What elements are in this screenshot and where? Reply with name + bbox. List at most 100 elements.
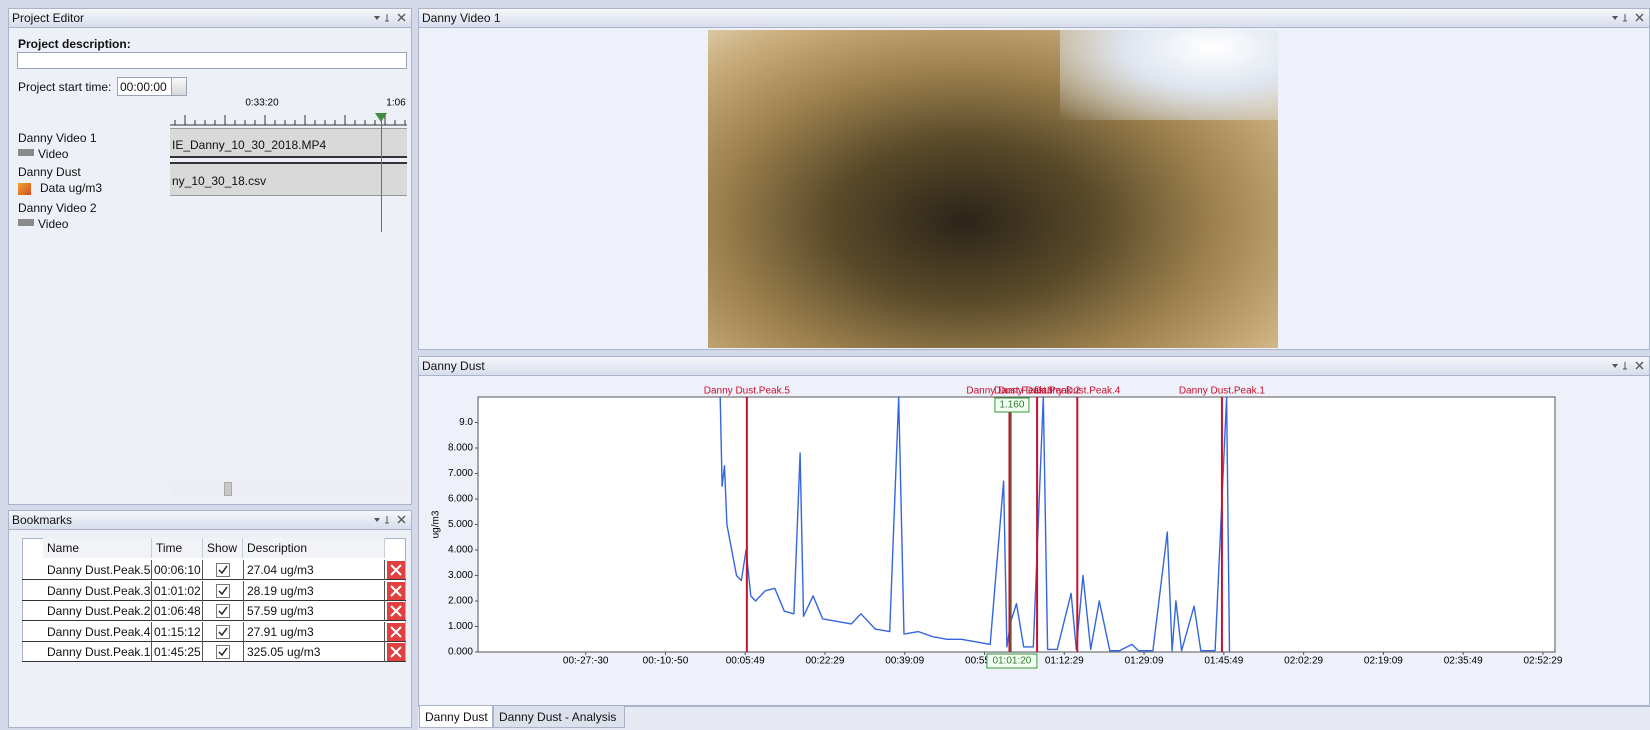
column-header: Show <box>203 538 243 558</box>
column-header: Description <box>243 538 385 558</box>
cell: 01:45:25 <box>152 642 203 662</box>
ruler-label: 1:06 <box>386 98 406 109</box>
timeline-ruler: 0:33:20 1:06 <box>170 95 407 130</box>
x-tick-label: 02:52:29 <box>1523 656 1562 667</box>
cell: 27.91 ug/m3 <box>243 622 385 642</box>
cell: 00:06:10 <box>152 560 203 580</box>
tab[interactable]: Danny Dust - Analysis <box>493 706 625 728</box>
video-icon <box>18 149 34 156</box>
y-tick-label: 4.000 <box>448 545 473 556</box>
video-icon <box>18 219 34 226</box>
cell: Danny Dust.Peak.4 <box>43 622 152 642</box>
marker-label: Danny Dust.Peak.1 <box>1179 386 1266 397</box>
marker-label: Danny Dust.Peak.4 <box>1034 386 1121 397</box>
track-kind: Video <box>38 147 68 161</box>
cell: 01:01:02 <box>152 581 203 601</box>
close-icon[interactable] <box>398 516 405 523</box>
panel-title: Danny Video 1 <box>422 11 501 25</box>
delete-button[interactable] <box>387 623 405 641</box>
x-tick-label: 00:-10:-50 <box>643 656 689 667</box>
checkbox <box>217 605 230 618</box>
panel-buttons <box>372 12 408 24</box>
y-tick-label: 1.000 <box>448 621 473 632</box>
track-name: Danny Video 2 <box>18 201 97 215</box>
show-checkbox[interactable] <box>216 625 230 639</box>
chart: ug/m3 0.000 1.000 2.000 3.000 4.000 5.000 6.000… <box>418 377 1650 706</box>
x-tick-label: 00:-27:-30 <box>563 656 609 667</box>
checkbox <box>217 625 230 638</box>
panel-buttons <box>1610 360 1646 372</box>
cell: 01:06:48 <box>152 601 203 621</box>
show-checkbox[interactable] <box>216 584 230 598</box>
dropdown-icon <box>1612 16 1618 20</box>
x-tick-label: 01:29:09 <box>1125 656 1164 667</box>
panel-title: Bookmarks <box>12 513 72 527</box>
cell: Danny Dust.Peak.5 <box>43 560 152 580</box>
panel-buttons <box>1610 12 1646 24</box>
close-icon[interactable] <box>1636 14 1643 21</box>
marker-label: Danny Dust.Peak.5 <box>704 386 791 397</box>
x-tick-label: 01:45:49 <box>1204 656 1243 667</box>
y-tick-label: 0.000 <box>448 647 473 658</box>
show-checkbox[interactable] <box>216 604 230 618</box>
cell: 27.04 ug/m3 <box>243 560 385 580</box>
cell: 01:15:12 <box>152 622 203 642</box>
pin-icon <box>1623 14 1627 21</box>
description-input[interactable] <box>17 52 407 69</box>
column-header: Name <box>43 538 152 558</box>
x-tick-label: 02:02:29 <box>1284 656 1323 667</box>
data-icon <box>18 183 31 195</box>
delete-button[interactable] <box>387 602 405 620</box>
panel-title: Danny Dust <box>422 359 485 373</box>
y-tick-label: 7.000 <box>448 468 473 479</box>
pin-icon <box>385 516 389 523</box>
start-time-label: Project start time: <box>18 80 111 94</box>
show-checkbox[interactable] <box>216 645 230 659</box>
delete-button[interactable] <box>387 643 405 661</box>
close-icon[interactable] <box>1636 362 1643 369</box>
x-tick-label: 00:39:09 <box>885 656 924 667</box>
column-header: Time <box>152 538 203 558</box>
y-tick-label: 3.000 <box>448 570 473 581</box>
pin-icon <box>385 14 389 21</box>
plot-area <box>478 397 1555 652</box>
y-tick-label: 5.000 <box>448 519 473 530</box>
spin-button[interactable] <box>171 77 187 96</box>
close-icon[interactable] <box>398 14 405 21</box>
track-name: Danny Dust <box>18 165 81 179</box>
panel-title: Project Editor <box>12 11 84 25</box>
cell: Danny Dust.Peak.1 <box>43 642 152 662</box>
delete-button[interactable] <box>387 561 405 579</box>
description-label: Project description: <box>18 37 131 51</box>
y-tick-label: 6.000 <box>448 494 473 505</box>
checkbox <box>217 564 230 577</box>
y-tick-label: 8.000 <box>448 443 473 454</box>
track-kind: Data ug/m3 <box>40 181 102 195</box>
x-tick-label: 00:22:29 <box>805 656 844 667</box>
y-tick-label: 2.000 <box>448 596 473 607</box>
dropdown-icon <box>1612 364 1618 368</box>
cell: 28.19 ug/m3 <box>243 581 385 601</box>
tab[interactable]: Danny Dust <box>419 706 493 728</box>
scroll-thumb[interactable] <box>224 482 232 496</box>
cell: Danny Dust.Peak.2 <box>43 601 152 621</box>
ruler-label: 0:33:20 <box>245 98 279 109</box>
track-name: Danny Video 1 <box>18 131 97 145</box>
checkbox <box>217 646 230 659</box>
track-kind: Video <box>38 217 68 231</box>
start-time-input[interactable]: 00:00:00 <box>117 77 173 96</box>
y-axis-label: ug/m3 <box>431 510 442 538</box>
h-scrollbar[interactable] <box>170 481 407 497</box>
delete-button[interactable] <box>387 582 405 600</box>
show-checkbox[interactable] <box>216 563 230 577</box>
cell: 57.59 ug/m3 <box>243 601 385 621</box>
app-window: Project Editor Project description: Projec… <box>0 0 1650 730</box>
x-tick-label: 02:35:49 <box>1444 656 1483 667</box>
clip-name: IE_Danny_10_30_2018.MP4 <box>172 138 326 152</box>
x-tick-label: 02:19:09 <box>1364 656 1403 667</box>
cell: Danny Dust.Peak.3 <box>43 581 152 601</box>
cursor-x-label: 01:01:20 <box>992 656 1031 667</box>
y-tick-label: 9.0 <box>459 417 473 428</box>
dropdown-icon <box>374 518 380 522</box>
dropdown-icon <box>374 16 380 20</box>
